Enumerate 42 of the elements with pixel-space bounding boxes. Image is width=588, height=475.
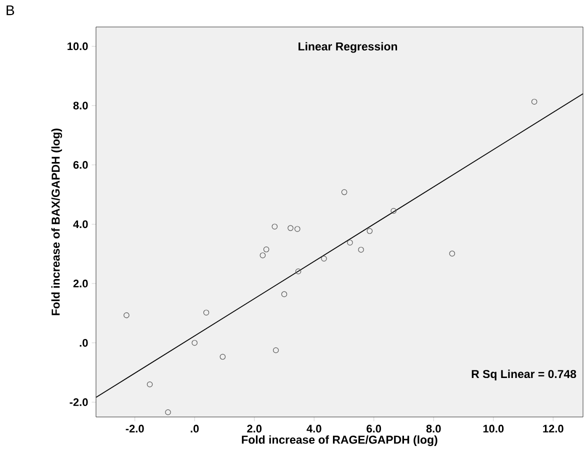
point — [341, 189, 348, 196]
y-tick-label: -2.0 — [70, 398, 88, 406]
point — [449, 250, 456, 256]
x-tick-label: .0 — [190, 424, 199, 433]
point — [146, 381, 153, 388]
point — [281, 291, 288, 298]
x-tick-label: 2.0 — [247, 424, 262, 433]
text: Linear Regression — [298, 42, 398, 53]
point — [531, 98, 538, 105]
x-axis-title: Fold increase of RAGE/GAPDH (log) — [242, 435, 438, 446]
x-tick-label: 6.0 — [366, 424, 382, 433]
point — [272, 224, 278, 230]
annotation: R Sq Linear = 0.748 — [472, 370, 576, 380]
point — [295, 268, 302, 274]
x-tick-label: 12.0 — [543, 424, 564, 433]
text: B — [6, 6, 14, 16]
point — [294, 226, 300, 232]
point — [366, 228, 373, 234]
y-tick-label: 4.0 — [73, 220, 88, 228]
x-tick-label: 4.0 — [306, 424, 322, 433]
y-tick-label: 6.0 — [73, 161, 88, 169]
point — [124, 312, 130, 318]
point — [203, 310, 210, 316]
point — [390, 208, 396, 214]
y-tick-label: 8.0 — [73, 102, 88, 110]
x-tick-label: 10.0 — [483, 424, 504, 433]
point — [288, 225, 294, 231]
point — [347, 240, 353, 246]
y-tick-label: 2.0 — [73, 280, 88, 288]
y-tick-label: 10.0 — [68, 42, 88, 50]
point — [220, 354, 226, 360]
point — [272, 347, 279, 354]
x-tick-label: -2.0 — [126, 424, 144, 433]
point — [192, 340, 198, 346]
point — [165, 409, 171, 416]
point — [260, 252, 266, 258]
x-tick-label: 8.0 — [426, 424, 441, 433]
point — [263, 246, 270, 252]
y-tick-label: .0 — [80, 338, 88, 347]
point — [358, 246, 364, 253]
point — [321, 256, 327, 262]
y-axis-title: Fold increase of BAX/GAPDH (log) — [51, 128, 62, 316]
